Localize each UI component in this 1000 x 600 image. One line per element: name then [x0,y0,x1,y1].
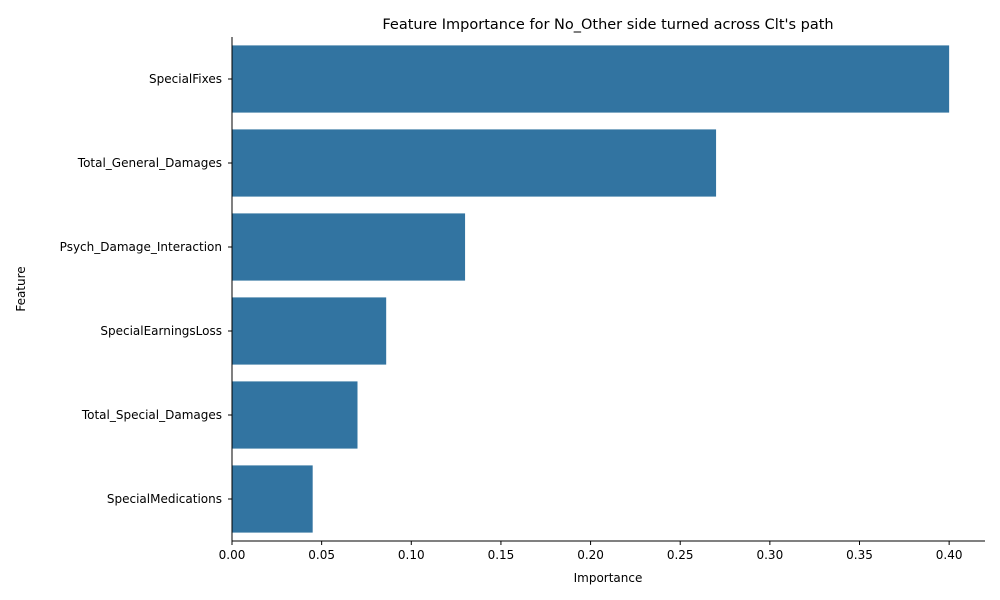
y-tick-label: Total_General_Damages [77,156,222,170]
y-tick-label: Total_Special_Damages [81,408,222,422]
bar-specialfixes [232,45,950,113]
bar-specialmedications [232,465,313,533]
x-tick-label: 0.35 [846,548,873,562]
x-tick-label: 0.20 [577,548,604,562]
y-axis-ticks: SpecialFixes Total_General_Damages Psych_D… [60,72,232,506]
y-tick-label: Psych_Damage_Interaction [60,240,222,254]
x-tick-label: 0.30 [756,548,783,562]
x-tick-label: 0.05 [308,548,335,562]
y-tick-label: SpecialMedications [107,492,222,506]
x-tick-label: 0.15 [488,548,515,562]
y-tick-label: SpecialEarningsLoss [100,324,222,338]
bar-psych-damage-interaction [232,213,466,281]
x-axis-title: Importance [574,571,643,585]
bar-total-special-damages [232,381,358,449]
y-axis-title: Feature [14,266,28,311]
bar-specialearningsloss [232,297,387,365]
x-tick-label: 0.40 [936,548,963,562]
chart-title: Feature Importance for No_Other side tur… [382,17,833,33]
x-tick-label: 0.10 [398,548,425,562]
x-axis-ticks: 0.00 0.05 0.10 0.15 0.20 0.25 0.30 0.35 0.40 [219,541,963,562]
bars-group [232,45,950,533]
x-tick-label: 0.25 [667,548,694,562]
y-tick-label: SpecialFixes [149,72,222,86]
bar-total-general-damages [232,129,717,197]
x-tick-label: 0.00 [219,548,246,562]
